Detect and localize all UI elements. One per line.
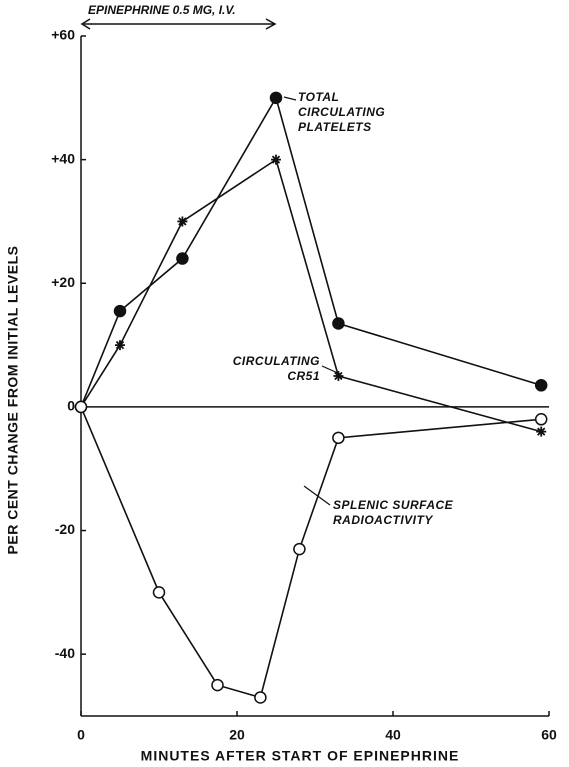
series-label: CIRCULATING CR51: [232, 354, 320, 383]
data-point: [113, 304, 127, 318]
arrow-heads: [80, 18, 277, 30]
x-axis-label: MINUTES AFTER START OF EPINEPHRINE: [141, 748, 460, 764]
series-line: [80, 406, 542, 699]
data-point: [115, 340, 125, 351]
data-point: [176, 252, 189, 265]
leader-line: [283, 96, 297, 101]
x-tick-label: 0: [77, 727, 85, 743]
data-point: [269, 91, 283, 105]
data-point: [534, 379, 548, 392]
data-point: [293, 542, 306, 556]
y-tick-label: +20: [51, 274, 75, 290]
data-point: [152, 586, 166, 599]
annotation: EPINEPHRINE 0.5 MG, I.V.: [88, 3, 236, 17]
y-tick-label: 0: [67, 398, 75, 414]
data-point: [536, 426, 547, 437]
data-point: [177, 216, 188, 227]
y-tick-label: -20: [55, 521, 75, 537]
data-point: [534, 413, 548, 426]
y-tick-label: +40: [51, 150, 75, 166]
series-label: TOTAL CIRCULATING PLATELETS: [298, 90, 386, 134]
series-line: [80, 158, 542, 433]
y-axis-label: PER CENT CHANGE FROM INITIAL LEVELS: [5, 246, 21, 555]
series-line: [80, 95, 542, 408]
data-point: [333, 371, 344, 381]
y-tick-label: -40: [55, 645, 75, 661]
x-tick-label: 40: [385, 727, 401, 743]
x-tick-label: 60: [541, 727, 557, 743]
data-point: [332, 431, 345, 445]
data-point: [211, 678, 224, 692]
data-point: [74, 400, 88, 414]
leader-line: [303, 485, 331, 506]
data-point: [271, 154, 281, 165]
data-point: [254, 691, 267, 704]
y-tick-label: +60: [51, 27, 75, 43]
x-tick-label: 20: [229, 727, 245, 743]
data-point: [332, 317, 345, 330]
series-label: SPLENIC SURFACE RADIOACTIVITY: [333, 498, 454, 527]
